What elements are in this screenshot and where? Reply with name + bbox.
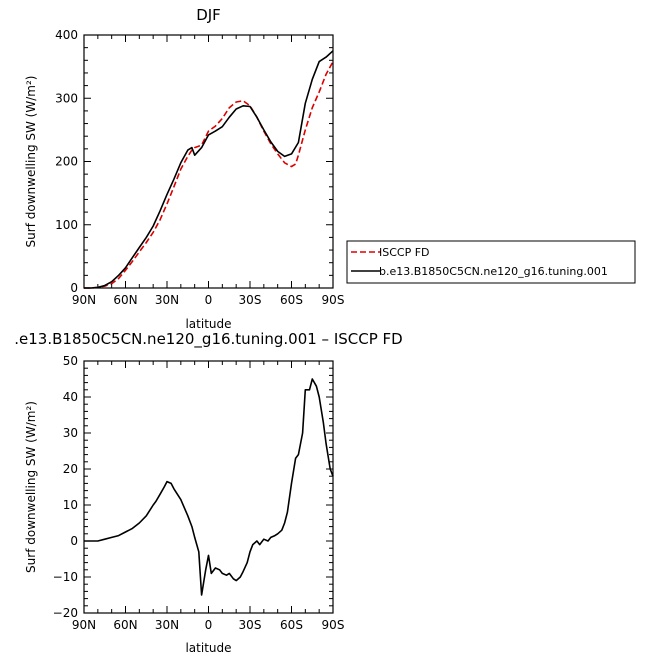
series-line-0-0 [84, 61, 334, 289]
y-tick-label: −10 [53, 570, 78, 584]
y-tick-label: 30 [63, 426, 78, 440]
x-tick-label: 60N [113, 293, 137, 307]
x-axis-label: latitude [185, 317, 231, 331]
x-tick-label: 90S [322, 618, 345, 632]
x-tick-label: 30N [155, 293, 179, 307]
x-tick-label: 0 [205, 618, 213, 632]
y-tick-label: 10 [63, 498, 78, 512]
y-tick-label: 20 [63, 462, 78, 476]
chart-title: .e13.B1850C5CN.ne120_g16.tuning.001 – IS… [14, 330, 402, 349]
x-axis-label: latitude [185, 641, 231, 655]
bottom-panel: .e13.B1850C5CN.ne120_g16.tuning.001 – IS… [14, 330, 402, 655]
y-tick-label: 300 [55, 91, 78, 105]
y-tick-label: 40 [63, 390, 78, 404]
y-axis-label: Surf downwelling SW (W/m²) [24, 76, 38, 248]
x-tick-label: 90N [72, 293, 96, 307]
x-tick-label: 60N [113, 618, 137, 632]
x-tick-label: 30N [155, 618, 179, 632]
legend: ISCCP FD b.e13.B1850C5CN.ne120_g16.tuning… [346, 240, 636, 284]
x-tick-label: 30S [239, 618, 262, 632]
legend-label-0: ISCCP FD [379, 246, 430, 259]
x-tick-label: 90N [72, 618, 96, 632]
chart-title: DJF [196, 6, 221, 24]
legend-label-1: b.e13.B1850C5CN.ne120_g16.tuning.001 [379, 265, 608, 278]
y-tick-label: 0 [70, 534, 78, 548]
y-tick-label: 100 [55, 218, 78, 232]
x-tick-label: 60S [280, 618, 303, 632]
y-tick-label: 400 [55, 28, 78, 42]
y-tick-label: 50 [63, 354, 78, 368]
series-line-0-1 [84, 50, 334, 289]
x-tick-label: 60S [280, 293, 303, 307]
legend-box [346, 240, 636, 284]
y-tick-label: 0 [70, 281, 78, 295]
series-line-1-0 [84, 378, 334, 596]
x-tick-label: 0 [205, 293, 213, 307]
y-axis-label: Surf downwelling SW (W/m²) [24, 401, 38, 573]
x-tick-label: 30S [239, 293, 262, 307]
top-panel: DJF 90N 60N 30N 0 30S 60S 90S 0 100 200 300 400 latit… [24, 6, 344, 331]
y-tick-label: −20 [53, 606, 78, 620]
x-tick-label: 90S [322, 293, 345, 307]
y-tick-label: 200 [55, 155, 78, 169]
